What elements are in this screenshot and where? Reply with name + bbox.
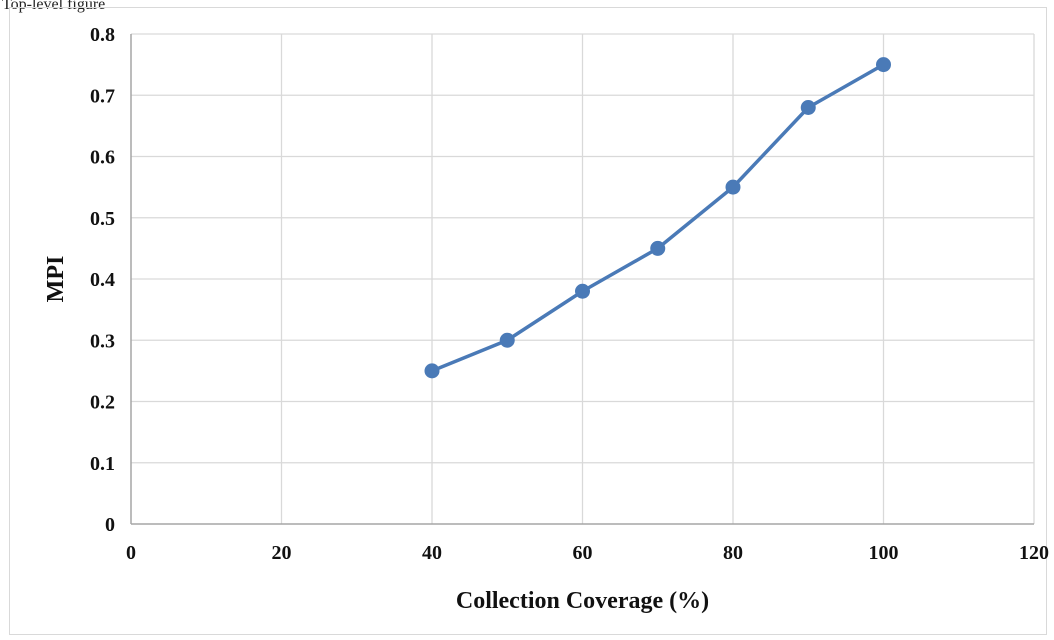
x-tick-label: 100 xyxy=(869,542,899,564)
y-tick-label: 0.1 xyxy=(90,453,115,475)
data-point xyxy=(800,100,816,115)
y-tick-label: 0.3 xyxy=(90,330,115,352)
chart-frame xyxy=(9,7,1047,635)
grid-lines xyxy=(131,33,1035,524)
data-point xyxy=(725,179,741,195)
header-fragment: Top-level figure xyxy=(2,0,106,13)
x-tick-label: 80 xyxy=(723,542,743,564)
y-tick-label: 0.7 xyxy=(90,85,115,107)
tick-labels: 0 0.1 0.2 0.3 0.4 0.5 0.6 0.7 0.8 0 20 40 60 80 100 120 xyxy=(90,24,1049,564)
y-tick-label: 0 xyxy=(105,514,115,536)
data-point xyxy=(424,363,440,379)
x-tick-label: 40 xyxy=(422,542,442,564)
x-axis-title: Collection Coverage (%) xyxy=(456,588,709,614)
data-point xyxy=(575,283,590,299)
y-tick-label: 0.6 xyxy=(90,147,115,169)
data-point xyxy=(650,240,666,256)
x-tick-label: 60 xyxy=(573,542,593,564)
y-axis-title: MPI xyxy=(43,256,69,303)
y-tick-label: 0.8 xyxy=(90,24,115,46)
data-point xyxy=(499,332,515,348)
data-point xyxy=(876,57,891,73)
y-tick-label: 0.4 xyxy=(90,269,115,291)
x-tick-label: 120 xyxy=(1019,542,1049,564)
y-tick-label: 0.5 xyxy=(90,208,115,230)
x-tick-label: 0 xyxy=(126,542,136,564)
series-mpi xyxy=(424,57,891,379)
axes xyxy=(130,34,1034,525)
x-tick-label: 20 xyxy=(272,542,292,564)
y-tick-label: 0.2 xyxy=(90,392,115,414)
